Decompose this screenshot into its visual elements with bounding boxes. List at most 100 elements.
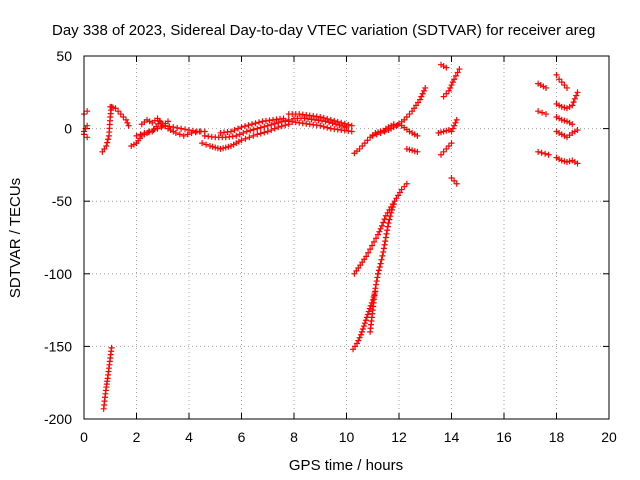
data-point (414, 148, 421, 155)
data-point (373, 281, 380, 288)
data-point (245, 122, 252, 129)
data-point (373, 131, 380, 138)
data-point (363, 314, 370, 321)
data-point (222, 144, 229, 151)
data-point (264, 122, 271, 129)
data-point (356, 145, 363, 152)
data-point (145, 129, 152, 136)
data-point (117, 111, 124, 118)
data-point (558, 157, 565, 164)
data-point (401, 183, 408, 190)
data-point (124, 119, 131, 126)
data-point (419, 90, 426, 97)
data-point (380, 245, 387, 252)
data-point (443, 127, 450, 134)
data-point (343, 124, 350, 131)
data-point (264, 128, 271, 135)
x-tick-label: 16 (496, 429, 512, 445)
data-point (385, 219, 392, 226)
data-point (449, 79, 456, 86)
x-tick-label: 18 (549, 429, 565, 445)
data-point (246, 134, 253, 141)
data-point (358, 328, 365, 335)
data-point (361, 140, 368, 147)
data-point (448, 128, 455, 135)
data-point (380, 249, 387, 256)
data-point (317, 113, 324, 120)
x-tick-label: 0 (80, 429, 88, 445)
data-point (445, 143, 452, 150)
plot-frame (83, 55, 610, 420)
data-point (333, 121, 339, 128)
data-point (409, 147, 416, 154)
data-point (420, 87, 427, 94)
data-point (403, 180, 410, 187)
data-point (558, 116, 565, 123)
data-point (377, 129, 384, 136)
x-tick-label: 8 (290, 429, 298, 445)
data-point (268, 121, 275, 128)
data-point (348, 122, 355, 129)
data-point (389, 204, 396, 211)
data-point (553, 71, 560, 78)
data-point (225, 143, 232, 150)
data-point (440, 128, 447, 135)
data-point (320, 123, 327, 130)
data-point (364, 311, 371, 318)
data-point (570, 99, 577, 106)
data-point (104, 139, 111, 146)
data-point (369, 242, 376, 249)
data-point (542, 150, 549, 157)
data-point (406, 146, 413, 153)
data-point (361, 320, 368, 327)
x-tick-label: 20 (601, 429, 617, 445)
data-point (445, 87, 452, 94)
data-point (380, 219, 387, 226)
data-point (545, 151, 552, 158)
data-point (417, 96, 423, 103)
y-tick-label: -50 (52, 193, 72, 209)
data-point (388, 209, 395, 216)
data-point (373, 235, 380, 242)
data-point (571, 95, 578, 102)
data-point (369, 296, 376, 303)
x-axis-title: GPS time / hours (289, 457, 403, 474)
data-point (354, 340, 360, 347)
y-tick-label: -200 (44, 411, 72, 427)
data-point (178, 125, 185, 132)
data-point (448, 174, 455, 181)
data-point (381, 128, 388, 135)
data-point (231, 127, 238, 134)
data-point (452, 119, 459, 126)
data-point (249, 121, 255, 128)
data-point (238, 137, 245, 144)
data-point (374, 274, 381, 281)
data-point (535, 148, 542, 155)
data-point (133, 132, 140, 139)
data-point (367, 246, 374, 253)
data-point (247, 127, 254, 134)
data-point (256, 119, 262, 126)
x-tick-label: 2 (133, 429, 141, 445)
data-point (105, 136, 112, 143)
data-point (184, 131, 191, 138)
data-point (228, 128, 234, 135)
data-point (451, 76, 458, 83)
data-point (174, 124, 181, 131)
data-point (379, 252, 386, 259)
data-point (443, 64, 450, 71)
data-point (411, 148, 418, 155)
data-point (137, 131, 144, 138)
data-point (275, 119, 282, 126)
data-point (558, 79, 565, 86)
data-point (84, 122, 91, 129)
x-tick-label: 12 (391, 429, 407, 445)
data-point (561, 117, 568, 124)
data-point (564, 84, 570, 91)
data-point (443, 145, 450, 152)
data-point (381, 241, 388, 248)
data-point (438, 151, 444, 158)
data-point (543, 84, 549, 91)
data-point (422, 84, 429, 91)
data-point (377, 260, 384, 267)
